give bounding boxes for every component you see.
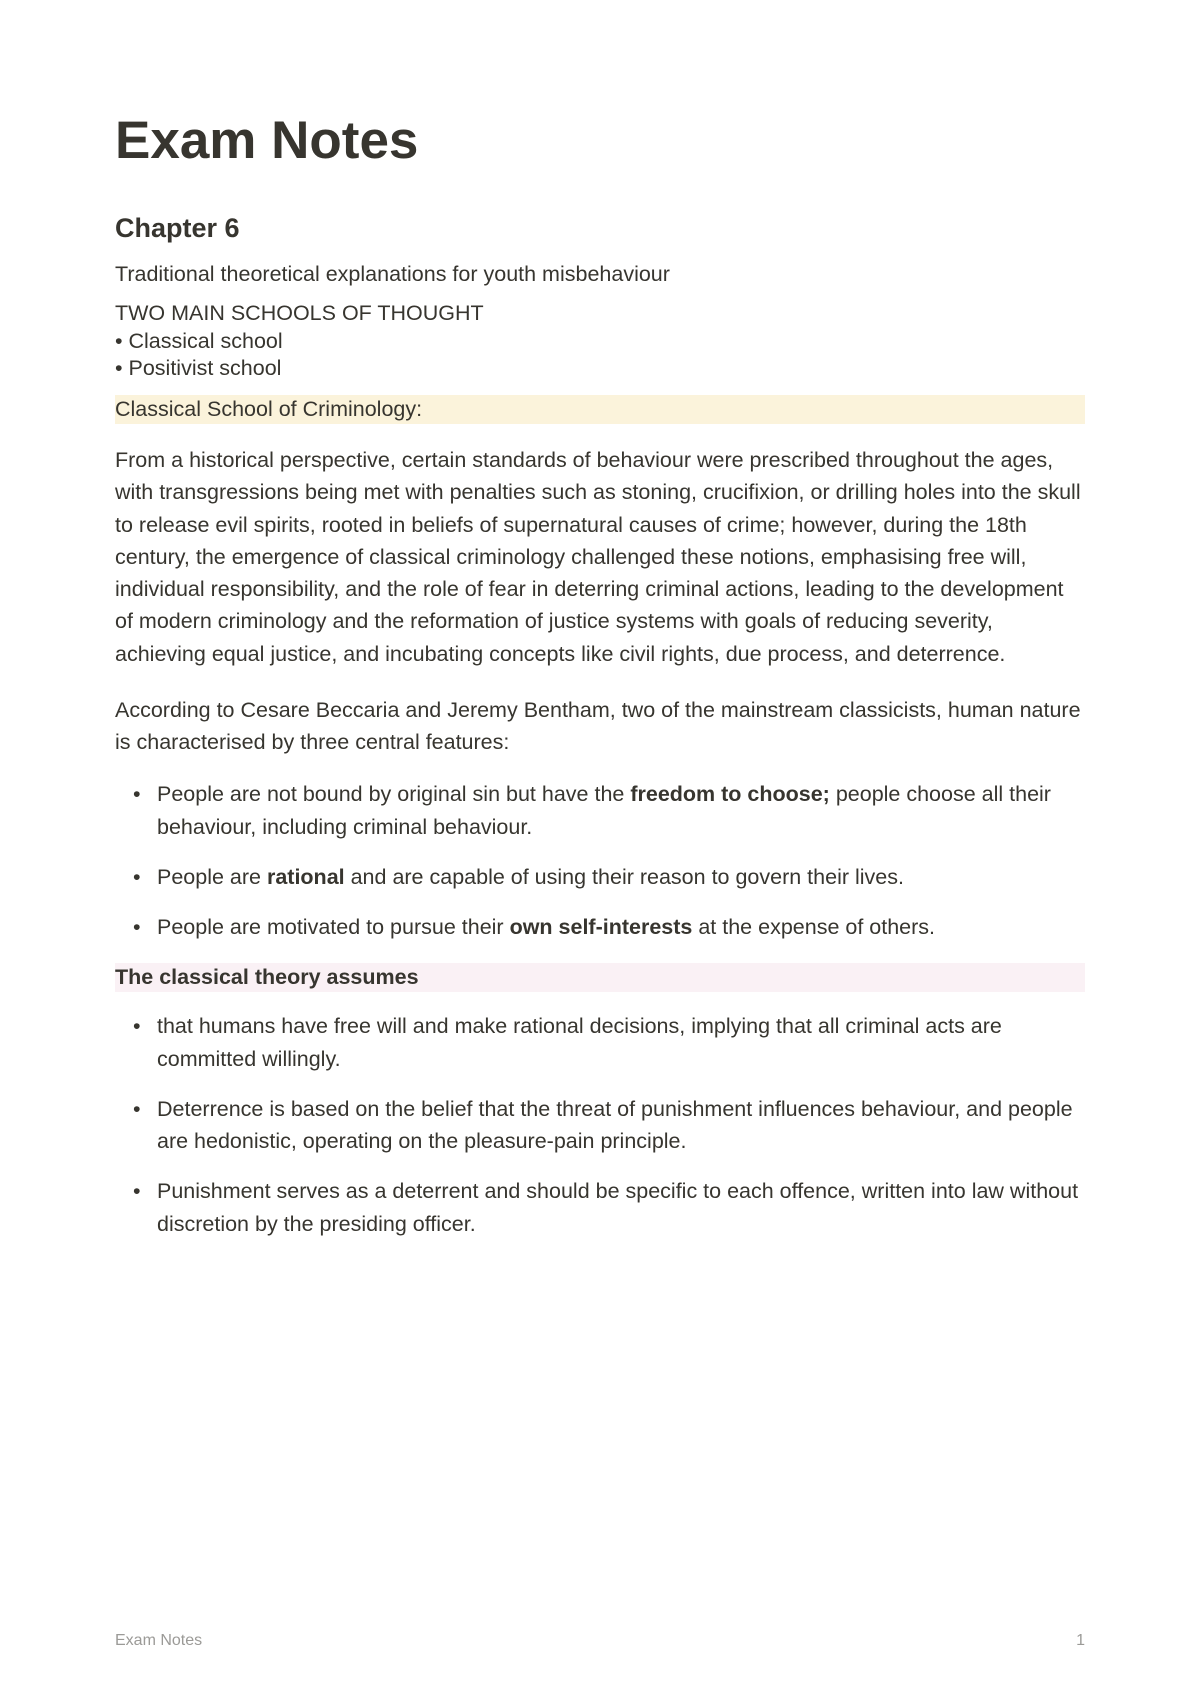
list-item: Deterrence is based on the belief that t… bbox=[115, 1093, 1085, 1158]
body-paragraph: According to Cesare Beccaria and Jeremy … bbox=[115, 694, 1085, 759]
list-item-text: People are not bound by original sin but… bbox=[157, 782, 630, 806]
list-item: People are rational and are capable of u… bbox=[115, 861, 1085, 893]
section-heading-classical: Classical School of Criminology: bbox=[115, 395, 1085, 424]
list-item: People are motivated to pursue their own… bbox=[115, 911, 1085, 943]
list-item-text: at the expense of others. bbox=[692, 915, 935, 939]
list-item: that humans have free will and make rati… bbox=[115, 1010, 1085, 1075]
chapter-subtitle: Traditional theoretical explanations for… bbox=[115, 262, 1085, 287]
list-item: People are not bound by original sin but… bbox=[115, 778, 1085, 843]
assumes-heading: The classical theory assumes bbox=[115, 963, 1085, 992]
list-item-text: People are motivated to pursue their bbox=[157, 915, 510, 939]
list-item-text: and are capable of using their reason to… bbox=[345, 865, 904, 889]
list-item: Punishment serves as a deterrent and sho… bbox=[115, 1175, 1085, 1240]
list-item-bold: rational bbox=[267, 865, 345, 889]
schools-heading: TWO MAIN SCHOOLS OF THOUGHT bbox=[115, 301, 1085, 326]
chapter-heading: Chapter 6 bbox=[115, 213, 1085, 244]
list-item-bold: freedom to choose; bbox=[630, 782, 830, 806]
page-number: 1 bbox=[1076, 1632, 1085, 1650]
footer-title: Exam Notes bbox=[115, 1632, 202, 1650]
document-title: Exam Notes bbox=[115, 110, 1085, 171]
school-item: • Positivist school bbox=[115, 356, 1085, 381]
page-footer: Exam Notes 1 bbox=[115, 1632, 1085, 1650]
school-item: • Classical school bbox=[115, 329, 1085, 354]
assumes-list: that humans have free will and make rati… bbox=[115, 1010, 1085, 1240]
list-item-bold: own self-interests bbox=[510, 915, 693, 939]
list-item-text: People are bbox=[157, 865, 267, 889]
features-list: People are not bound by original sin but… bbox=[115, 778, 1085, 943]
body-paragraph: From a historical perspective, certain s… bbox=[115, 444, 1085, 670]
